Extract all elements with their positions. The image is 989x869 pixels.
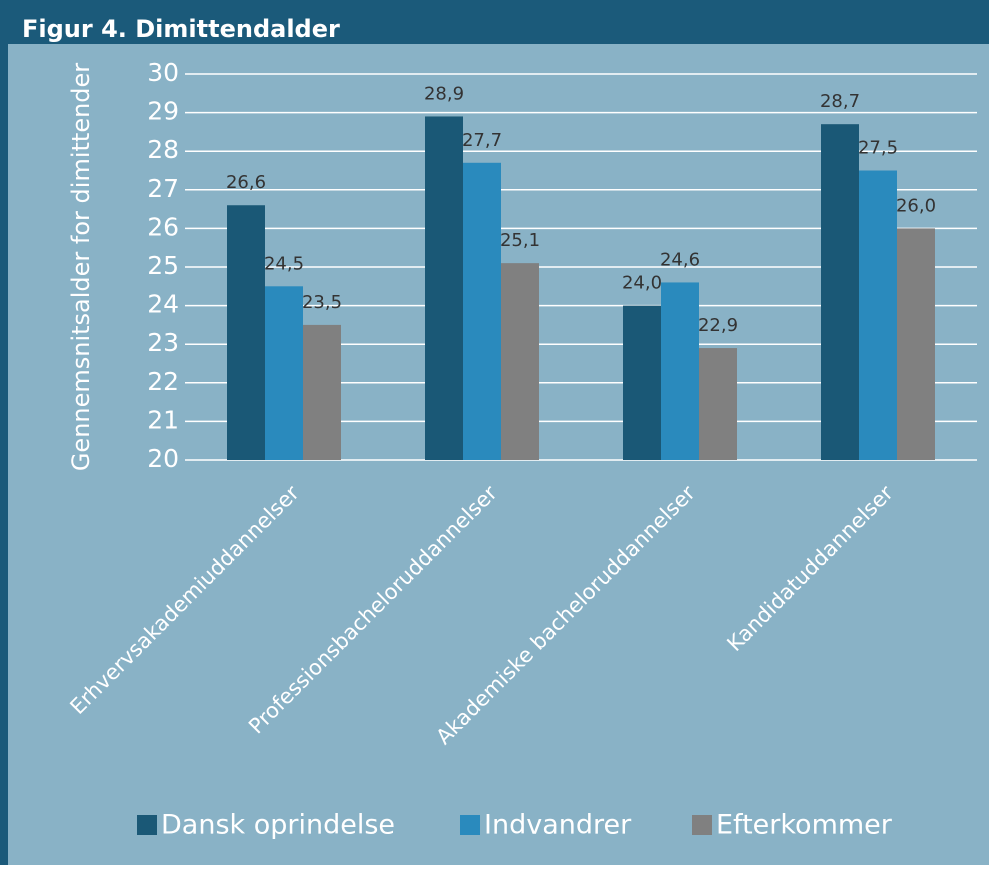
value-label: 24,6: [660, 249, 700, 270]
value-label: 25,1: [500, 230, 540, 251]
value-label: 22,9: [698, 315, 738, 336]
bar: [425, 116, 463, 461]
bar: [897, 228, 935, 460]
y-tick-label: 21: [147, 405, 179, 434]
bar: [661, 282, 699, 460]
legend-label: Indvandrer: [484, 810, 632, 841]
y-tick-label: 26: [147, 212, 179, 241]
y-tick-label: 30: [147, 58, 179, 87]
bar: [859, 170, 897, 460]
bar: [501, 263, 539, 460]
y-tick-label: 24: [147, 290, 179, 319]
title-bar: [0, 0, 989, 44]
left-border: [0, 0, 8, 865]
y-tick-label: 29: [147, 97, 179, 126]
y-tick-label: 22: [147, 367, 179, 396]
value-label: 27,5: [858, 138, 898, 159]
y-tick-label: 25: [147, 251, 179, 280]
value-label: 27,7: [462, 130, 502, 151]
chart-title: Figur 4. Dimittendalder: [22, 15, 340, 43]
value-label: 26,0: [896, 195, 936, 216]
legend-swatch: [137, 815, 157, 835]
bar: [623, 305, 661, 460]
value-label: 23,5: [302, 292, 342, 313]
bar: [699, 348, 737, 460]
value-label: 24,5: [264, 253, 304, 274]
bar: [821, 124, 859, 461]
bar: [227, 205, 265, 460]
value-label: 28,7: [820, 91, 860, 112]
y-axis-label: Gennemsnitsalder for dimittender: [67, 63, 95, 471]
y-tick-label: 27: [147, 174, 179, 203]
bar: [303, 324, 341, 460]
legend-swatch: [692, 815, 712, 835]
y-tick-label: 20: [147, 444, 179, 473]
bar: [265, 286, 303, 460]
legend-label: Efterkommer: [716, 810, 893, 841]
value-label: 24,0: [622, 273, 662, 294]
y-tick-label: 28: [147, 135, 179, 164]
value-label: 26,6: [226, 172, 266, 193]
y-tick-label: 23: [147, 328, 179, 357]
value-label: 28,9: [424, 83, 464, 104]
bar: [463, 162, 501, 460]
legend-label: Dansk oprindelse: [161, 810, 395, 841]
legend-swatch: [460, 815, 480, 835]
